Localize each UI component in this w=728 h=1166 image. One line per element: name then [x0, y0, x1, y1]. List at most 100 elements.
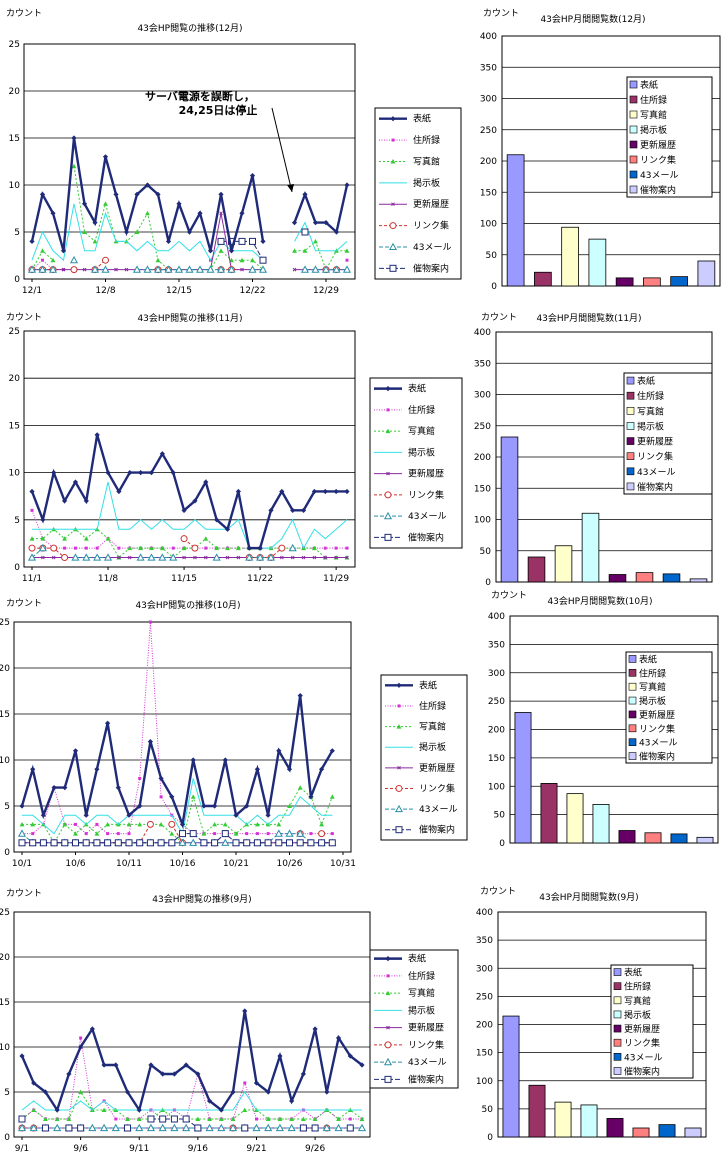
- data-point: [258, 265, 268, 273]
- data-point: [65, 1124, 73, 1132]
- data-point: [323, 546, 327, 550]
- y-tick-label: 0: [14, 275, 20, 285]
- line-chart-0: サーバ電源を誤断し， 24,25日は停止: [23, 43, 462, 282]
- legend-label: 催物案内: [637, 481, 673, 493]
- data-point: [105, 536, 111, 541]
- data-point: [292, 248, 297, 253]
- data-point: [17, 1123, 27, 1132]
- data-point: [212, 803, 218, 809]
- y-tick-label: 20: [9, 87, 21, 97]
- data-point: [191, 544, 199, 552]
- data-point: [136, 1107, 142, 1113]
- x-tick-label: 11/8: [98, 574, 118, 584]
- data-point: [31, 832, 35, 836]
- data-point: [344, 248, 350, 253]
- data-point: [297, 693, 303, 699]
- series-表紙: [19, 693, 335, 829]
- data-point: [158, 553, 167, 561]
- legend-label: 更新履歴: [408, 1022, 444, 1034]
- data-point: [336, 1116, 341, 1121]
- data-point: [193, 555, 197, 560]
- data-point: [168, 820, 176, 828]
- legend-label: 住所録: [624, 981, 651, 993]
- legend-marker: [384, 1041, 392, 1049]
- data-point: [114, 1117, 118, 1121]
- data-point: [83, 536, 89, 541]
- legend-label: 掲示板: [408, 1004, 435, 1016]
- data-point: [192, 498, 198, 504]
- data-point: [29, 536, 35, 541]
- data-point: [197, 210, 203, 216]
- data-point: [102, 154, 109, 160]
- x-tick-label: 11/1: [22, 574, 42, 584]
- legend-label: リンク集: [640, 154, 676, 166]
- legend-swatch: [628, 710, 637, 719]
- data-point: [307, 839, 315, 847]
- chart-title: 43会HP閲覧の推移(12月): [137, 22, 242, 34]
- data-point: [61, 554, 69, 562]
- legend-marker: [385, 956, 391, 962]
- data-point: [93, 553, 102, 561]
- chart-title: 43会HP月間閲覧数(12月): [540, 13, 645, 25]
- legend-label: 住所録: [408, 970, 435, 982]
- y-tick-label: 5: [14, 228, 20, 238]
- data-point: [29, 1123, 38, 1132]
- data-point: [276, 748, 282, 754]
- x-tick-label: 10/31: [330, 859, 356, 869]
- data-point: [103, 201, 108, 206]
- x-tick-label: 12/1: [22, 286, 42, 296]
- y-tick-label: 350: [476, 936, 493, 946]
- data-point: [230, 1116, 236, 1121]
- data-point: [359, 1062, 365, 1068]
- data-point: [38, 543, 47, 552]
- series-43メール: [27, 255, 352, 273]
- data-point: [190, 757, 196, 763]
- legend-box: [380, 674, 468, 841]
- data-point: [178, 838, 187, 846]
- legend-label: 表紙: [408, 383, 426, 395]
- y-tick-label: 0: [14, 563, 20, 573]
- y-tick-label: 100: [476, 1077, 493, 1087]
- data-point: [30, 822, 36, 827]
- legend-marker: [396, 682, 402, 688]
- data-point: [169, 831, 175, 836]
- data-point: [329, 794, 335, 799]
- data-point: [159, 451, 165, 457]
- legend-marker: [386, 471, 390, 476]
- series-掲示板: [32, 481, 348, 550]
- data-point: [78, 1044, 84, 1050]
- y-tick-label: 250: [480, 126, 497, 136]
- data-point: [238, 237, 246, 245]
- data-point: [348, 1117, 352, 1121]
- data-point: [333, 488, 339, 495]
- x-tick-label: 11/15: [171, 574, 197, 584]
- legend-swatch: [629, 170, 638, 179]
- data-point: [60, 248, 67, 254]
- legend-swatch: [629, 95, 638, 104]
- legend-marker: [384, 1075, 392, 1083]
- legend-label: 催物案内: [408, 1073, 444, 1085]
- legend-label: 催物案内: [419, 824, 455, 836]
- y-axis-label: カウント: [483, 8, 519, 19]
- data-point: [176, 201, 182, 207]
- legend-swatch: [626, 422, 635, 430]
- y-axis-label: カウント: [6, 8, 42, 19]
- plot-area: [23, 43, 356, 280]
- chart-title: 43会HP閲覧の推移(11月): [137, 312, 242, 324]
- data-point: [127, 545, 133, 551]
- data-point: [179, 830, 186, 838]
- data-point: [132, 265, 142, 273]
- legend-label: 43メール: [639, 739, 677, 749]
- data-point: [135, 1123, 144, 1132]
- data-point: [276, 822, 282, 827]
- data-point: [195, 265, 205, 273]
- x-tick-label: 10/21: [223, 859, 249, 869]
- bar-chart-1: [495, 331, 713, 583]
- data-point: [252, 1123, 261, 1132]
- data-point: [81, 201, 88, 207]
- data-point: [334, 546, 338, 550]
- data-point: [318, 830, 326, 838]
- series-催物案内: [18, 1115, 354, 1132]
- legend-label: 表紙: [640, 79, 658, 91]
